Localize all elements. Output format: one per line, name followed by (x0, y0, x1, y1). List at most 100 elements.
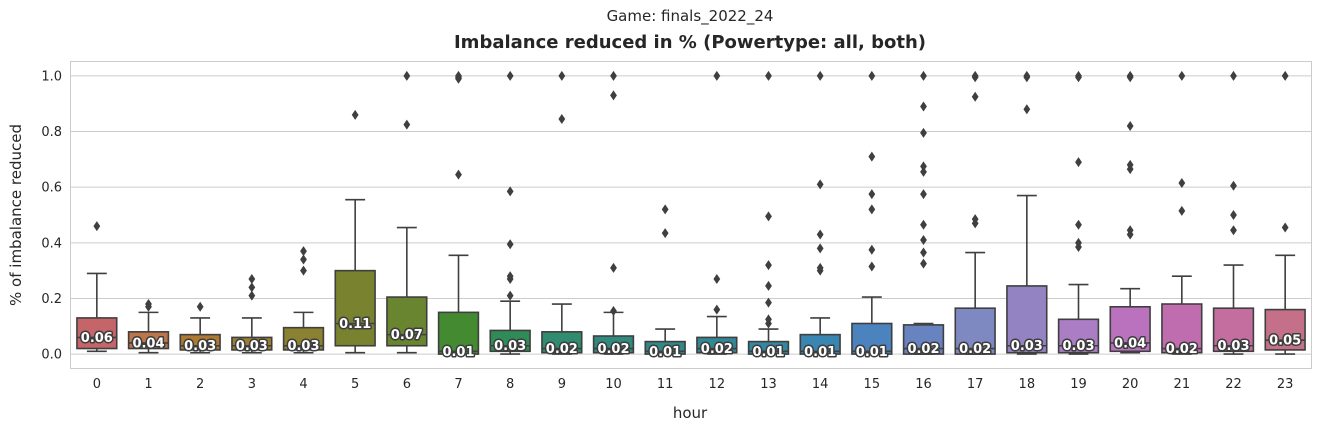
outlier-point (868, 204, 876, 215)
box-group: 0.02 (592, 70, 635, 359)
median-label: 0.03 (184, 339, 216, 354)
x-tick-label: 5 (351, 377, 359, 392)
box-group: 0.02 (954, 70, 996, 359)
y-axis-ticks: 0.0 0.2 0.4 0.6 0.8 1.0 (41, 69, 62, 362)
median-label: 0.01 (752, 345, 784, 360)
boxes: 0.06 0.04 0.03 0.03 0.03 0.11 0.07 0.01 0.03 0.02… (76, 70, 1306, 361)
outlier-point (765, 211, 772, 222)
outlier-point (506, 290, 514, 301)
outlier-point (868, 189, 876, 200)
outlier-point (920, 235, 927, 246)
outlier-point (506, 186, 514, 197)
outlier-point (1126, 70, 1134, 81)
x-tick-label: 22 (1225, 377, 1242, 392)
outlier-point (920, 189, 927, 200)
x-tick-label: 14 (812, 377, 829, 392)
outlier-point (816, 70, 824, 81)
x-tick-label: 23 (1277, 377, 1294, 392)
x-tick-label: 12 (709, 377, 726, 392)
chart-title: Imbalance reduced in % (Powertype: all, … (454, 32, 926, 53)
outlier-point (1023, 104, 1031, 115)
box-group: 0.03 (489, 70, 531, 356)
outlier-point (248, 282, 256, 293)
outlier-point (196, 301, 204, 312)
outlier-point (248, 273, 256, 284)
outlier-point (145, 299, 152, 310)
median-label: 0.03 (494, 339, 526, 354)
outlier-point (300, 265, 307, 276)
outlier-point (1178, 178, 1186, 189)
median-label: 0.07 (391, 328, 423, 343)
median-label: 0.02 (701, 342, 733, 357)
x-tick-label: 4 (299, 377, 307, 392)
gridlines (71, 75, 1311, 355)
x-tick-label: 20 (1122, 377, 1139, 392)
outlier-point (506, 239, 514, 250)
y-tick-label: 0.6 (41, 181, 62, 196)
outlier-point (1281, 70, 1289, 81)
median-label: 0.03 (287, 339, 319, 354)
median-label: 0.02 (546, 342, 578, 357)
box-group: 0.02 (1161, 70, 1203, 359)
y-tick-label: 1.0 (41, 69, 62, 84)
outlier-point (1230, 70, 1237, 81)
box-group: 0.03 (1006, 70, 1048, 356)
x-tick-label: 7 (454, 377, 462, 392)
x-tick-label: 18 (1019, 377, 1036, 392)
box-iqr (231, 336, 273, 351)
outlier-point (1178, 205, 1186, 216)
box-iqr (127, 331, 170, 350)
outlier-point (506, 271, 514, 282)
x-axis-ticks: 0 1 2 3 4 5 6 7 8 9 10 11 12 13 14 15 16 17 18 19 20 21 22 23 (93, 377, 1294, 392)
median-label: 0.01 (804, 345, 836, 360)
x-tick-label: 19 (1070, 377, 1087, 392)
box-group: 0.01 (437, 70, 480, 361)
box-group: 0.01 (747, 70, 790, 361)
box-group: 0.03 (179, 301, 221, 356)
outlier-point (1023, 70, 1031, 81)
x-tick-label: 17 (967, 377, 984, 392)
outlier-point (765, 314, 772, 325)
y-tick-label: 0.8 (41, 125, 62, 140)
box-group: 0.01 (851, 70, 893, 361)
y-tick-label: 0.4 (41, 236, 62, 251)
box-iqr (282, 326, 325, 351)
outlier-point (506, 70, 514, 81)
outlier-point (816, 179, 824, 190)
x-tick-label: 10 (605, 377, 622, 392)
box-group: 0.05 (1264, 70, 1306, 355)
x-tick-label: 9 (558, 377, 566, 392)
outlier-point (610, 305, 617, 316)
outlier-point (713, 304, 721, 315)
median-label: 0.05 (1269, 334, 1301, 349)
outlier-point (920, 247, 927, 258)
box-iqr (1057, 318, 1100, 354)
box-group: 0.07 (386, 70, 428, 354)
outlier-point (610, 70, 617, 81)
outlier-point (920, 219, 927, 230)
box-iqr (1161, 303, 1203, 354)
box-group: 0.01 (799, 70, 841, 361)
outlier-point (765, 297, 772, 308)
median-label: 0.02 (907, 342, 939, 357)
box-group: 0.02 (902, 70, 945, 359)
outlier-point (455, 70, 462, 81)
median-label: 0.01 (649, 345, 681, 360)
box-group: 0.02 (541, 70, 583, 359)
outlier-point (920, 127, 927, 138)
y-tick-label: 0.0 (41, 348, 62, 363)
x-tick-label: 15 (864, 377, 881, 392)
x-tick-label: 16 (915, 377, 932, 392)
median-label: 0.03 (1062, 339, 1094, 354)
outlier-point (713, 70, 721, 81)
outlier-point (351, 109, 359, 120)
median-label: 0.02 (959, 342, 991, 357)
box-group: 0.11 (334, 109, 376, 354)
outlier-point (1230, 210, 1237, 220)
outlier-point (920, 70, 927, 81)
outlier-point (765, 70, 772, 81)
outlier-point (455, 169, 462, 180)
outlier-point (920, 258, 927, 269)
median-label: 0.01 (856, 345, 888, 360)
box-group: 0.03 (282, 246, 325, 356)
